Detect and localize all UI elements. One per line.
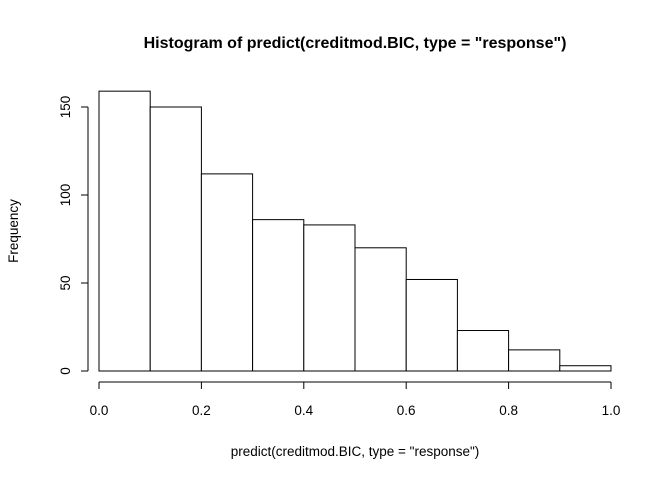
histogram-bar-7 (456, 330, 510, 372)
histogram-bar-5 (354, 247, 407, 372)
x-axis-label: predict(creditmod.BIC, type = "response"… (231, 444, 480, 459)
histogram-bar-1 (149, 106, 202, 372)
y-tick-label-1: 50 (58, 275, 73, 290)
x-tick-label-5: 1.0 (602, 403, 621, 418)
y-axis: 0 50 100 150 (58, 96, 89, 375)
chart-title: Histogram of predict(creditmod.BIC, type… (144, 35, 567, 52)
histogram-bar-6 (405, 278, 458, 372)
histogram-bar-9 (559, 365, 612, 372)
bars-group (98, 90, 612, 372)
y-tick-label-3: 150 (58, 96, 73, 119)
y-axis-label: Frequency (6, 199, 21, 263)
x-tick-label-0: 0.0 (90, 403, 109, 418)
x-tick-label-1: 0.2 (192, 403, 211, 418)
y-tick-label-2: 100 (58, 184, 73, 207)
histogram-bar-4 (303, 224, 356, 372)
histogram-bar-0 (98, 90, 151, 372)
x-tick-label-4: 0.8 (499, 403, 518, 418)
x-tick-label-3: 0.6 (397, 403, 416, 418)
histogram-bar-8 (508, 349, 561, 372)
histogram-bar-2 (200, 173, 254, 372)
x-tick-label-2: 0.4 (294, 403, 313, 418)
x-axis: 0.0 0.2 0.4 0.6 0.8 1.0 (90, 381, 621, 418)
histogram-bar-3 (252, 219, 305, 372)
y-tick-label-0: 0 (58, 367, 73, 375)
